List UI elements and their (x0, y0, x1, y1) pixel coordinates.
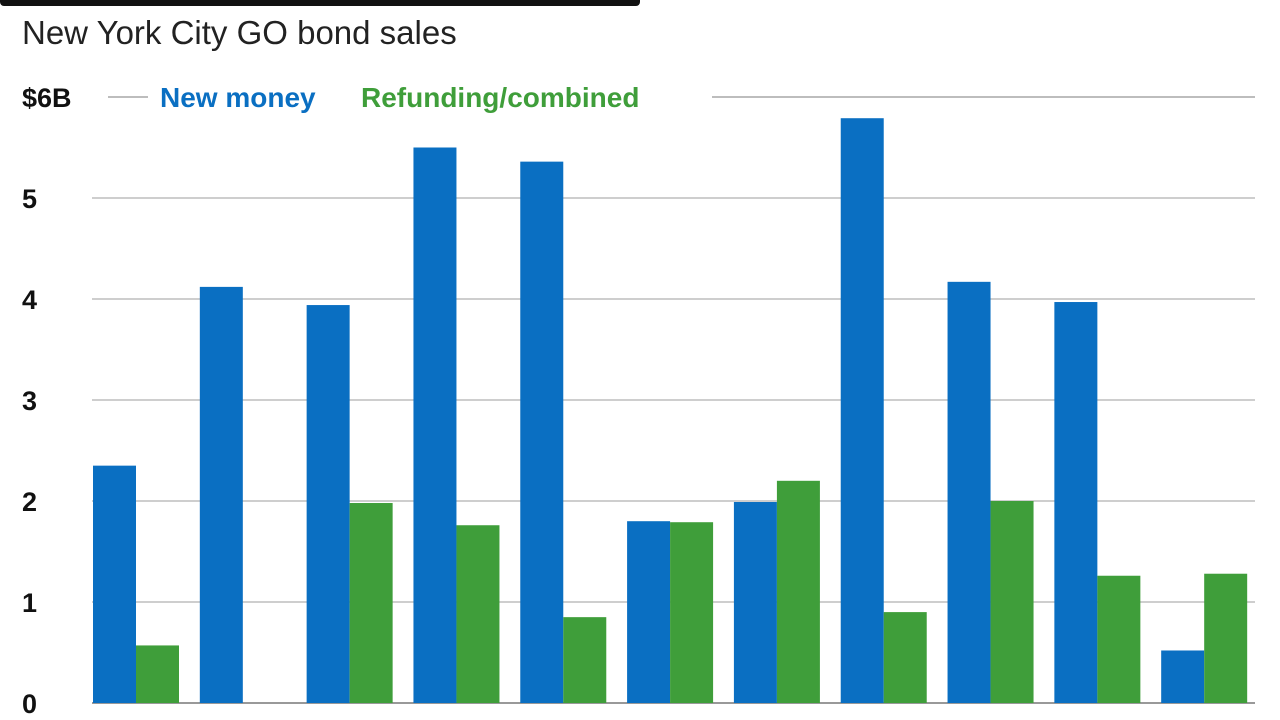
bar-new-money (520, 161, 564, 703)
y-tick-label: 5 (22, 184, 37, 214)
bar-refunding (883, 612, 927, 703)
legend-new-money: New money (160, 82, 316, 113)
y-tick-label: 0 (22, 689, 37, 719)
bar-new-money (1161, 650, 1205, 703)
bars (93, 118, 1248, 703)
y-tick-label: $6B (22, 83, 72, 113)
bar-new-money (93, 465, 136, 703)
bar-new-money (627, 521, 671, 703)
bar-refunding (776, 480, 820, 703)
y-tick-label: 4 (22, 285, 37, 315)
bar-refunding (136, 645, 179, 703)
bar-new-money (947, 281, 991, 703)
bar-refunding (1204, 573, 1248, 703)
legend-refunding: Refunding/combined (361, 82, 639, 113)
bar-refunding (990, 501, 1034, 703)
bar-new-money (1054, 302, 1098, 703)
bar-new-money (733, 502, 777, 703)
bar-new-money (413, 147, 457, 703)
bar-refunding (349, 503, 393, 703)
title-cropped (0, 0, 640, 8)
y-tick-label: 3 (22, 386, 37, 416)
y-tick-label: 2 (22, 487, 37, 517)
bar-refunding (670, 522, 714, 703)
y-tick-label: 1 (22, 588, 37, 618)
bar-new-money (199, 286, 243, 703)
legend: New money Refunding/combined (160, 82, 639, 113)
chart-subtitle: New York City GO bond sales (22, 14, 457, 51)
bar-new-money (840, 118, 884, 703)
bar-refunding (1097, 575, 1141, 703)
y-axis-ticks: 0 1 2 3 4 5 $6B (22, 83, 72, 719)
bar-refunding (563, 617, 607, 703)
bar-new-money (306, 305, 350, 703)
bar-refunding (456, 525, 500, 703)
